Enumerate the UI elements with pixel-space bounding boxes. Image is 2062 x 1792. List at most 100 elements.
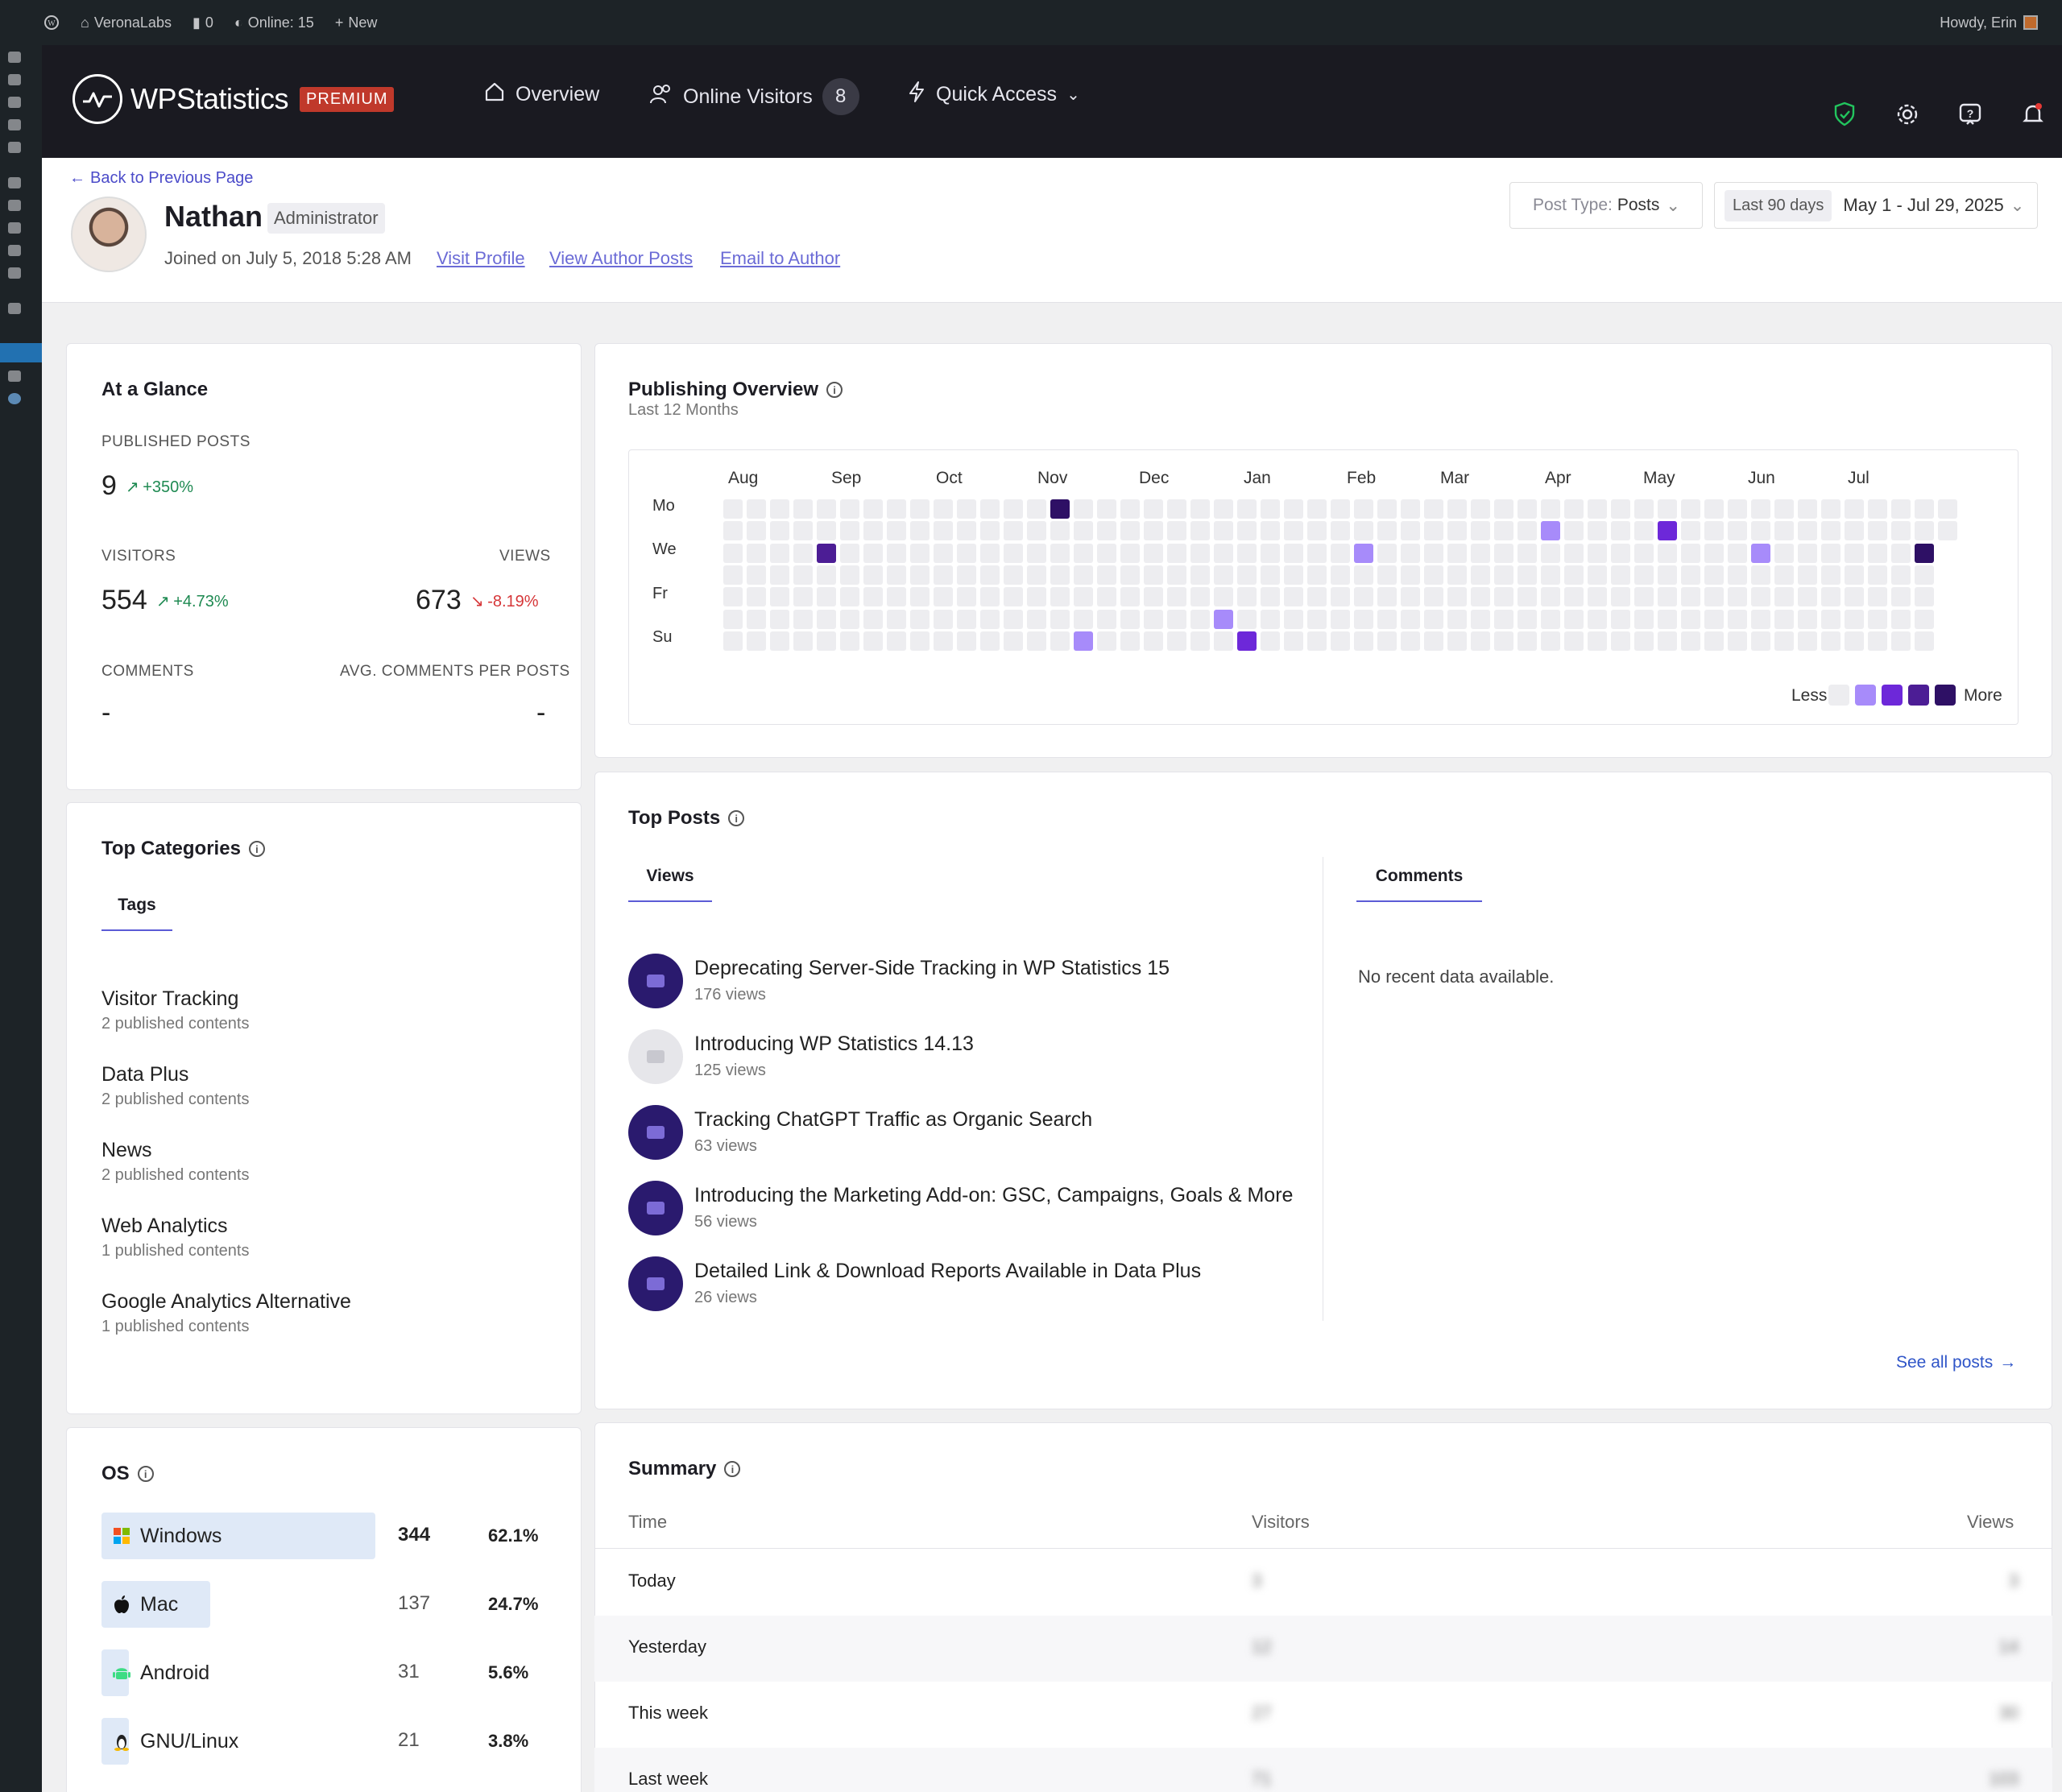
heatmap-cell[interactable] [1774,521,1794,541]
heatmap-cell[interactable] [723,499,743,519]
heatmap-cell[interactable] [863,521,883,541]
heatmap-cell[interactable] [793,521,813,541]
heatmap-cell[interactable] [1494,631,1513,651]
heatmap-cell[interactable] [887,565,906,585]
heatmap-cell[interactable] [1915,521,1934,541]
heatmap-cell[interactable] [1214,587,1233,607]
heatmap-cell[interactable] [1868,609,1887,629]
heatmap-cell[interactable] [1471,631,1490,651]
heatmap-cell[interactable] [840,631,859,651]
heatmap-cell[interactable] [1915,587,1934,607]
chart-icon[interactable] [8,370,21,382]
heatmap-cell[interactable] [1915,609,1934,629]
heatmap-cell[interactable] [1027,521,1046,541]
users-icon[interactable] [8,222,21,234]
heatmap-cell[interactable] [793,609,813,629]
heatmap-cell[interactable] [1050,609,1070,629]
admin-bar-account[interactable]: Howdy, Erin [1940,14,2038,31]
admin-bar-comments[interactable]: ▮ 0 [193,14,213,31]
heatmap-cell[interactable] [1354,587,1373,607]
heatmap-cell[interactable] [1447,631,1467,651]
heatmap-cell[interactable] [723,631,743,651]
heatmap-cell[interactable] [1237,631,1257,651]
heatmap-cell[interactable] [1658,543,1677,563]
heatmap-cell[interactable] [934,609,953,629]
heatmap-cell[interactable] [1307,631,1327,651]
heatmap-cell[interactable] [1074,543,1093,563]
heatmap-cell[interactable] [1728,631,1747,651]
nav-quick-access[interactable]: Quick Access ⌄ [907,81,1080,109]
heatmap-cell[interactable] [1377,499,1397,519]
heatmap-cell[interactable] [1798,631,1817,651]
heatmap-cell[interactable] [1424,631,1443,651]
heatmap-cell[interactable] [1658,565,1677,585]
bell-icon[interactable] [2019,100,2048,129]
heatmap-cell[interactable] [817,565,836,585]
heatmap-cell[interactable] [1354,609,1373,629]
help-icon[interactable]: ? [1956,100,1985,129]
heatmap-cell[interactable] [1564,609,1584,629]
heatmap-cell[interactable] [1518,609,1537,629]
heatmap-cell[interactable] [1541,587,1560,607]
heatmap-cell[interactable] [1634,587,1654,607]
heatmap-cell[interactable] [980,521,1000,541]
heatmap-cell[interactable] [910,587,930,607]
nav-online-visitors[interactable]: Online Visitors 8 [649,78,859,115]
heatmap-cell[interactable] [1074,499,1093,519]
heatmap-cell[interactable] [887,587,906,607]
heatmap-cell[interactable] [1798,543,1817,563]
visit-profile-link[interactable]: Visit Profile [437,248,525,268]
heatmap-cell[interactable] [934,565,953,585]
heatmap-cell[interactable] [1237,565,1257,585]
heatmap-cell[interactable] [1167,631,1186,651]
heatmap-cell[interactable] [1167,587,1186,607]
see-all-posts-link[interactable]: See all posts → [1896,1353,2016,1372]
wp-statistics-logo[interactable]: WPStatistics PREMIUM [72,74,395,124]
info-icon[interactable]: i [826,382,843,398]
heatmap-cell[interactable] [770,543,789,563]
heatmap-cell[interactable] [980,565,1000,585]
heatmap-cell[interactable] [1097,499,1116,519]
heatmap-cell[interactable] [1027,631,1046,651]
heatmap-cell[interactable] [910,543,930,563]
heatmap-cell[interactable] [1074,631,1093,651]
heatmap-cell[interactable] [1798,565,1817,585]
heatmap-cell[interactable] [817,499,836,519]
heatmap-cell[interactable] [1588,631,1607,651]
category-name[interactable]: Google Analytics Alternative [101,1290,351,1313]
heatmap-cell[interactable] [1681,609,1700,629]
heatmap-cell[interactable] [863,631,883,651]
heatmap-cell[interactable] [863,499,883,519]
heatmap-cell[interactable] [1284,521,1303,541]
heatmap-cell[interactable] [1004,543,1023,563]
heatmap-cell[interactable] [1588,521,1607,541]
heatmap-cell[interactable] [1354,543,1373,563]
heatmap-cell[interactable] [1891,631,1911,651]
heatmap-cell[interactable] [1541,543,1560,563]
heatmap-cell[interactable] [1681,565,1700,585]
statistics-menu-icon[interactable] [0,343,42,362]
heatmap-cell[interactable] [1518,521,1537,541]
heatmap-cell[interactable] [1401,587,1420,607]
post-title[interactable]: Detailed Link & Download Reports Availab… [694,1260,1202,1282]
heatmap-cell[interactable] [1471,565,1490,585]
tab-tags[interactable]: Tags [101,896,172,931]
heatmap-cell[interactable] [1868,543,1887,563]
heatmap-cell[interactable] [957,631,976,651]
heatmap-cell[interactable] [1401,631,1420,651]
heatmap-cell[interactable] [840,587,859,607]
heatmap-cell[interactable] [1190,521,1210,541]
heatmap-cell[interactable] [1681,587,1700,607]
circle-icon[interactable] [8,393,21,404]
heatmap-cell[interactable] [1284,587,1303,607]
heatmap-cell[interactable] [793,499,813,519]
heatmap-cell[interactable] [1097,587,1116,607]
heatmap-cell[interactable] [934,543,953,563]
heatmap-cell[interactable] [1424,499,1443,519]
heatmap-cell[interactable] [1704,631,1724,651]
heatmap-cell[interactable] [1097,565,1116,585]
heatmap-cell[interactable] [1634,521,1654,541]
heatmap-cell[interactable] [1447,587,1467,607]
heatmap-cell[interactable] [747,543,766,563]
date-range-filter[interactable]: Last 90 days May 1 - Jul 29, 2025 ⌄ [1714,182,2038,229]
